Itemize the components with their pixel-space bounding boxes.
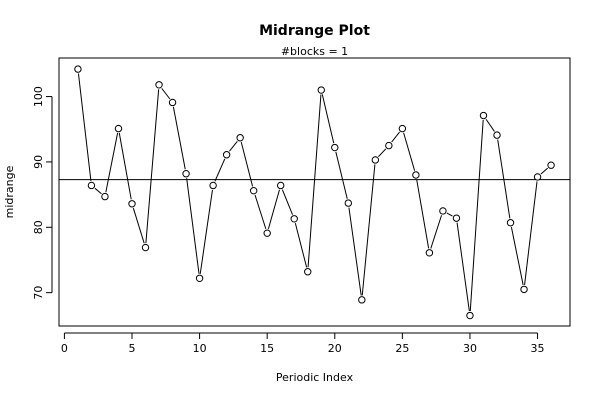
x-tick-label: 35 <box>531 342 545 355</box>
data-point <box>277 181 285 190</box>
line-segment <box>281 189 293 215</box>
data-point <box>155 81 163 89</box>
line-segment <box>240 141 254 187</box>
line-segment <box>456 222 470 312</box>
line-segment <box>229 140 238 152</box>
y-axis-label: midrange <box>3 165 16 218</box>
line-segment <box>430 215 443 249</box>
line-segment <box>145 89 160 244</box>
data-point <box>412 171 420 179</box>
data-point <box>479 111 488 120</box>
line-segment <box>540 167 549 175</box>
data-point <box>249 186 258 195</box>
line-segment <box>348 207 362 296</box>
data-point <box>385 141 393 150</box>
data-point <box>439 207 447 215</box>
data-point <box>114 124 123 133</box>
line-segment <box>161 88 171 100</box>
data-point <box>141 243 150 252</box>
line-segment <box>403 132 416 171</box>
line-segment <box>294 223 308 268</box>
line-segment <box>254 194 267 230</box>
line-segment <box>77 73 92 182</box>
data-point <box>128 200 136 208</box>
x-tick-label: 0 <box>61 342 68 355</box>
data-point <box>344 199 352 207</box>
data-point <box>452 214 461 222</box>
line-segment <box>118 132 132 200</box>
x-tick-label: 20 <box>328 342 342 355</box>
line-segment <box>510 227 524 286</box>
data-point <box>371 156 380 164</box>
x-axis-label: Periodic Index <box>276 371 354 384</box>
line-segment <box>469 119 484 312</box>
data-point <box>168 98 177 107</box>
data-point <box>101 192 109 201</box>
line-segment <box>307 94 322 268</box>
line-segment <box>214 158 226 182</box>
line-segment <box>361 164 376 296</box>
data-point <box>263 229 271 237</box>
data-point <box>195 274 204 282</box>
data-point <box>520 285 528 294</box>
line-segment <box>416 179 430 249</box>
data-point <box>358 296 366 304</box>
data-point <box>304 268 312 276</box>
series-midrange <box>59 65 570 320</box>
y-tick-label: 90 <box>32 155 45 169</box>
data-point <box>317 86 325 94</box>
data-point <box>331 143 339 152</box>
data-point <box>222 151 231 159</box>
data-point <box>506 219 515 227</box>
x-tick-label: 30 <box>463 342 477 355</box>
data-point <box>87 181 96 190</box>
data-point <box>182 169 190 178</box>
data-point <box>533 173 542 181</box>
line-segment <box>132 207 145 244</box>
line-segment <box>485 118 495 132</box>
y-tick-label: 100 <box>32 86 45 107</box>
line-segment <box>199 189 213 274</box>
line-segment <box>335 151 348 199</box>
data-point <box>74 65 82 73</box>
data-point <box>466 311 474 320</box>
x-tick-label: 15 <box>260 342 274 355</box>
y-tick-label: 70 <box>32 286 45 300</box>
axes: 0 5 10 15 20 25 30 35 70 80 90 100 <box>32 86 545 355</box>
line-segment <box>172 106 186 170</box>
data-point <box>425 249 434 257</box>
line-segment <box>321 94 335 144</box>
x-tick-label: 25 <box>395 342 409 355</box>
data-point <box>290 215 298 223</box>
line-segment <box>497 139 511 219</box>
data-point <box>209 181 217 190</box>
line-segment <box>267 189 280 229</box>
line-segment <box>524 181 538 285</box>
chart-subtitle: #blocks = 1 <box>281 45 348 58</box>
data-point <box>236 134 244 142</box>
line-segment <box>94 187 102 195</box>
data-point <box>547 161 555 169</box>
line-segment <box>186 178 200 274</box>
line-segment <box>105 132 119 193</box>
chart-title: Midrange Plot <box>259 23 370 39</box>
x-tick-label: 5 <box>129 342 136 355</box>
line-segment <box>446 212 453 217</box>
y-tick-label: 80 <box>32 220 45 234</box>
plot-frame <box>58 57 571 327</box>
data-point <box>493 131 501 139</box>
line-segment <box>378 148 387 158</box>
data-point <box>398 124 407 133</box>
x-tick-label: 10 <box>193 342 207 355</box>
line-segment <box>391 131 400 143</box>
